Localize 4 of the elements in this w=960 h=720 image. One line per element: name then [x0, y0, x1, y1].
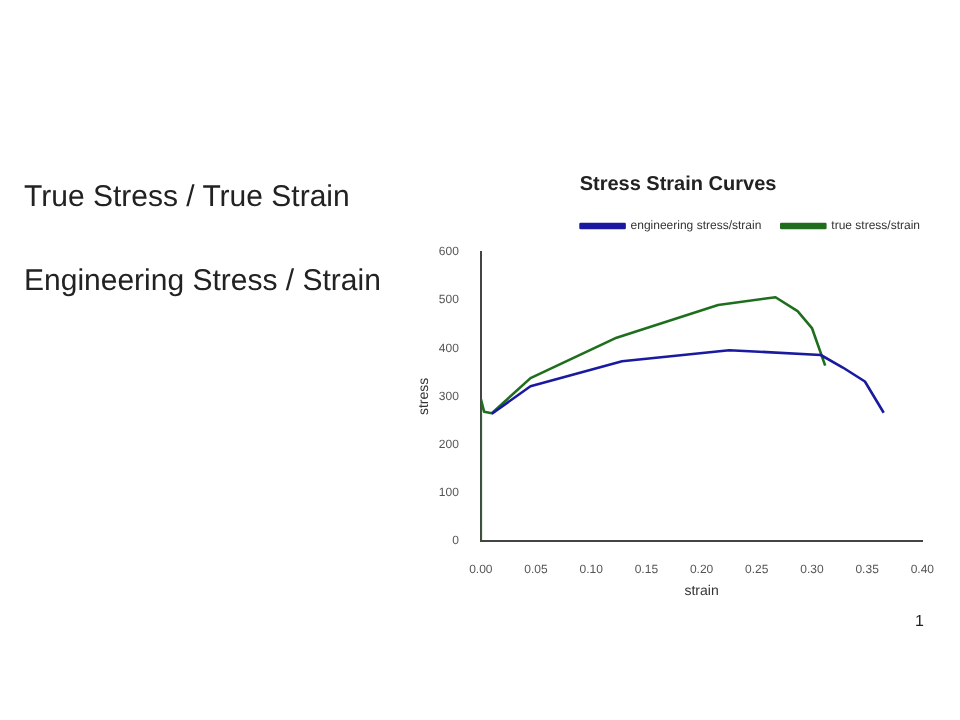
text: Engineering Stress / Strain: [24, 264, 381, 298]
text: 1: [915, 612, 924, 630]
text: True Stress / True Strain: [24, 180, 350, 214]
chart-title: Stress Strain Curves: [579, 173, 778, 196]
